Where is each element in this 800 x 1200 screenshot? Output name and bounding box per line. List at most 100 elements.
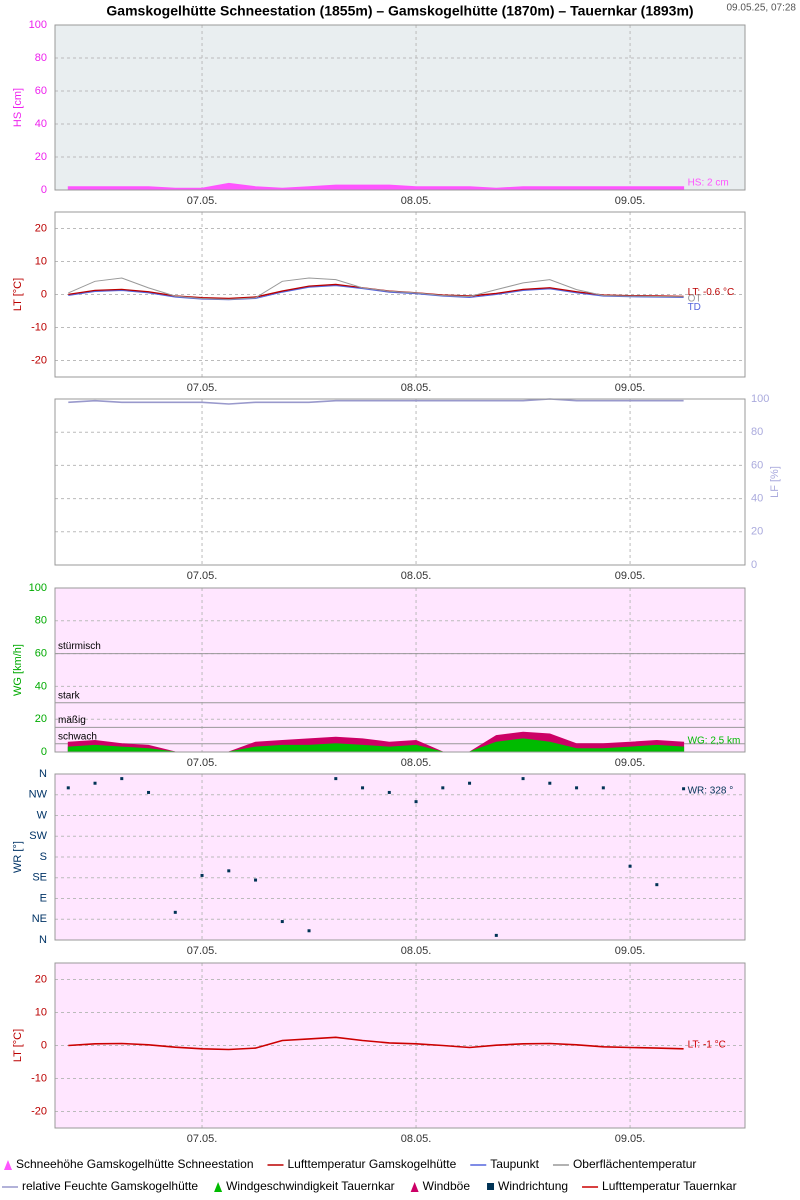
y-tick-label: 0 <box>41 746 47 758</box>
y-axis-label: LT [°C] <box>12 1029 24 1062</box>
x-tick-label: 09.05. <box>615 570 646 582</box>
x-tick-label: 08.05. <box>401 382 432 394</box>
point <box>468 781 472 785</box>
plot-background <box>55 399 745 565</box>
x-tick-label: 07.05. <box>187 945 218 957</box>
point <box>601 786 605 790</box>
point <box>441 786 445 790</box>
y-tick-label: 60 <box>751 459 763 471</box>
line <box>68 398 684 405</box>
series-label: LT: -0.6 °C <box>688 287 735 298</box>
legend-label: Lufttemperatur Tauernkar <box>602 1179 737 1193</box>
y-tick-label: NE <box>32 913 47 925</box>
point <box>173 910 177 914</box>
point <box>93 781 97 785</box>
y-tick-label: E <box>40 892 47 904</box>
legend-item: Windböe <box>410 1179 470 1193</box>
y-tick-label: W <box>37 809 48 821</box>
y-tick-label: 0 <box>41 1039 47 1051</box>
legend-item: Taupunkt <box>470 1157 540 1171</box>
legend-marker <box>4 1160 12 1170</box>
y-tick-label: 20 <box>35 973 47 985</box>
y-axis-label: HS [cm] <box>12 88 24 127</box>
legend-item: relative Feuchte Gamskogelhütte <box>2 1179 198 1193</box>
y-tick-label: 40 <box>35 680 47 692</box>
y-tick-label: 100 <box>751 393 769 405</box>
line <box>68 1036 684 1051</box>
threshold-label: stark <box>58 690 81 701</box>
legend-label: relative Feuchte Gamskogelhütte <box>22 1179 198 1193</box>
x-tick-label: 07.05. <box>187 1133 218 1145</box>
point <box>682 787 686 791</box>
legend-item: Lufttemperatur Tauernkar <box>582 1179 737 1193</box>
threshold-label: stürmisch <box>58 641 101 652</box>
x-tick-label: 09.05. <box>615 195 646 207</box>
series-label: OT <box>688 293 702 304</box>
plot-border <box>54 587 746 753</box>
timestamp: 09.05.25, 07:28 <box>726 3 796 14</box>
y-tick-label: 100 <box>29 19 47 31</box>
plot-background <box>55 25 745 190</box>
y-tick-label: 40 <box>35 118 47 130</box>
x-tick-label: 08.05. <box>401 195 432 207</box>
legend-label: Windgeschwindigkeit Tauernkar <box>226 1179 395 1193</box>
x-tick-label: 08.05. <box>401 570 432 582</box>
point <box>494 933 498 937</box>
x-tick-label: 09.05. <box>615 382 646 394</box>
y-tick-label: -10 <box>31 1072 47 1084</box>
point <box>227 869 231 873</box>
y-tick-label: -10 <box>31 321 47 333</box>
point <box>361 786 365 790</box>
legend-label: Oberflächentemperatur <box>573 1157 696 1171</box>
y-axis-label: WG [km/h] <box>12 644 24 696</box>
legend-item: Lufttemperatur Gamskogelhütte <box>267 1157 457 1171</box>
y-tick-label: 80 <box>35 52 47 64</box>
y-tick-label: 0 <box>41 184 47 196</box>
point <box>414 800 418 804</box>
legend-label: Schneehöhe Gamskogelhütte Schneestation <box>16 1157 254 1171</box>
y-tick-label: 0 <box>751 559 757 571</box>
y-tick-label: 0 <box>41 288 47 300</box>
y-tick-label: SW <box>29 830 47 842</box>
x-tick-label: 07.05. <box>187 195 218 207</box>
x-tick-label: 07.05. <box>187 757 218 769</box>
point <box>575 786 579 790</box>
plot-border <box>54 211 746 378</box>
y-tick-label: 60 <box>35 85 47 97</box>
plot-border <box>54 962 746 1129</box>
x-tick-label: 09.05. <box>615 1133 646 1145</box>
series-label: HS: 2 cm <box>688 177 729 188</box>
point <box>628 864 632 868</box>
x-tick-label: 09.05. <box>615 945 646 957</box>
y-tick-label: 20 <box>35 222 47 234</box>
x-tick-label: 08.05. <box>401 757 432 769</box>
y-tick-label: -20 <box>31 1105 47 1117</box>
y-tick-label: 10 <box>35 1006 47 1018</box>
y-tick-label: -20 <box>31 354 47 366</box>
legend-label: Lufttemperatur Gamskogelhütte <box>288 1157 457 1171</box>
y-tick-label: NW <box>29 789 48 801</box>
point <box>334 777 338 781</box>
legend-item: Schneehöhe Gamskogelhütte Schneestation <box>4 1157 254 1171</box>
line <box>68 277 684 300</box>
point <box>307 929 311 933</box>
point <box>200 873 204 877</box>
x-tick-label: 08.05. <box>401 945 432 957</box>
legend-item: Windrichtung <box>487 1179 568 1193</box>
plot-border <box>54 398 746 566</box>
y-axis-label: LF [%] <box>769 466 781 498</box>
plot-background <box>55 588 745 752</box>
threshold-label: mäßig <box>58 715 86 726</box>
y-tick-label: 80 <box>751 426 763 438</box>
y-tick-label: 60 <box>35 648 47 660</box>
series-label: LT: -1 °C <box>688 1039 726 1050</box>
x-tick-label: 07.05. <box>187 382 218 394</box>
series-label: WR: 328 ° <box>688 785 734 796</box>
legend-label: Windrichtung <box>498 1179 568 1193</box>
point <box>147 790 151 794</box>
y-axis-label: WR [°] <box>12 841 24 873</box>
y-tick-label: S <box>40 851 47 863</box>
area <box>67 182 685 191</box>
